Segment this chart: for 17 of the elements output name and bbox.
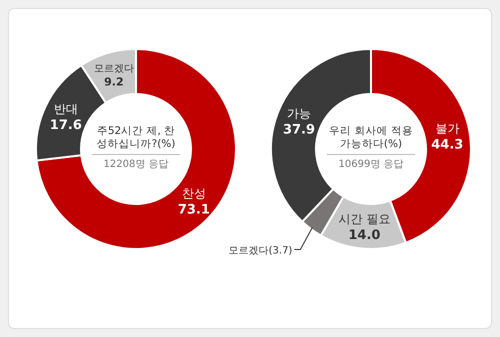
data-label: 9.2 bbox=[104, 76, 124, 89]
slice-label: 시간 필요 bbox=[338, 212, 390, 226]
data-label: 14.0 bbox=[348, 228, 380, 244]
data-label: 44.3 bbox=[431, 137, 464, 152]
text: 주52시간 제, 찬성하십니까?(%) bbox=[96, 125, 176, 151]
slice-label: 반대 bbox=[54, 102, 78, 116]
slice-label: 모르겠다(3.7) bbox=[228, 246, 292, 257]
data-label: 17.6 bbox=[50, 118, 82, 134]
text: 10699명 응답 bbox=[327, 154, 415, 171]
slice-label: 모르겠다 bbox=[94, 64, 134, 75]
slice-label: 찬성 bbox=[182, 186, 206, 201]
slice-label: 가능 bbox=[287, 106, 311, 120]
slice-label: 불가 bbox=[435, 121, 460, 136]
data-label: 73.1 bbox=[178, 202, 210, 218]
data-label: 37.9 bbox=[282, 122, 316, 138]
text: 우리 회사에 적용 가능하다(%) bbox=[328, 125, 414, 151]
text: 12208명 응답 bbox=[92, 154, 180, 171]
